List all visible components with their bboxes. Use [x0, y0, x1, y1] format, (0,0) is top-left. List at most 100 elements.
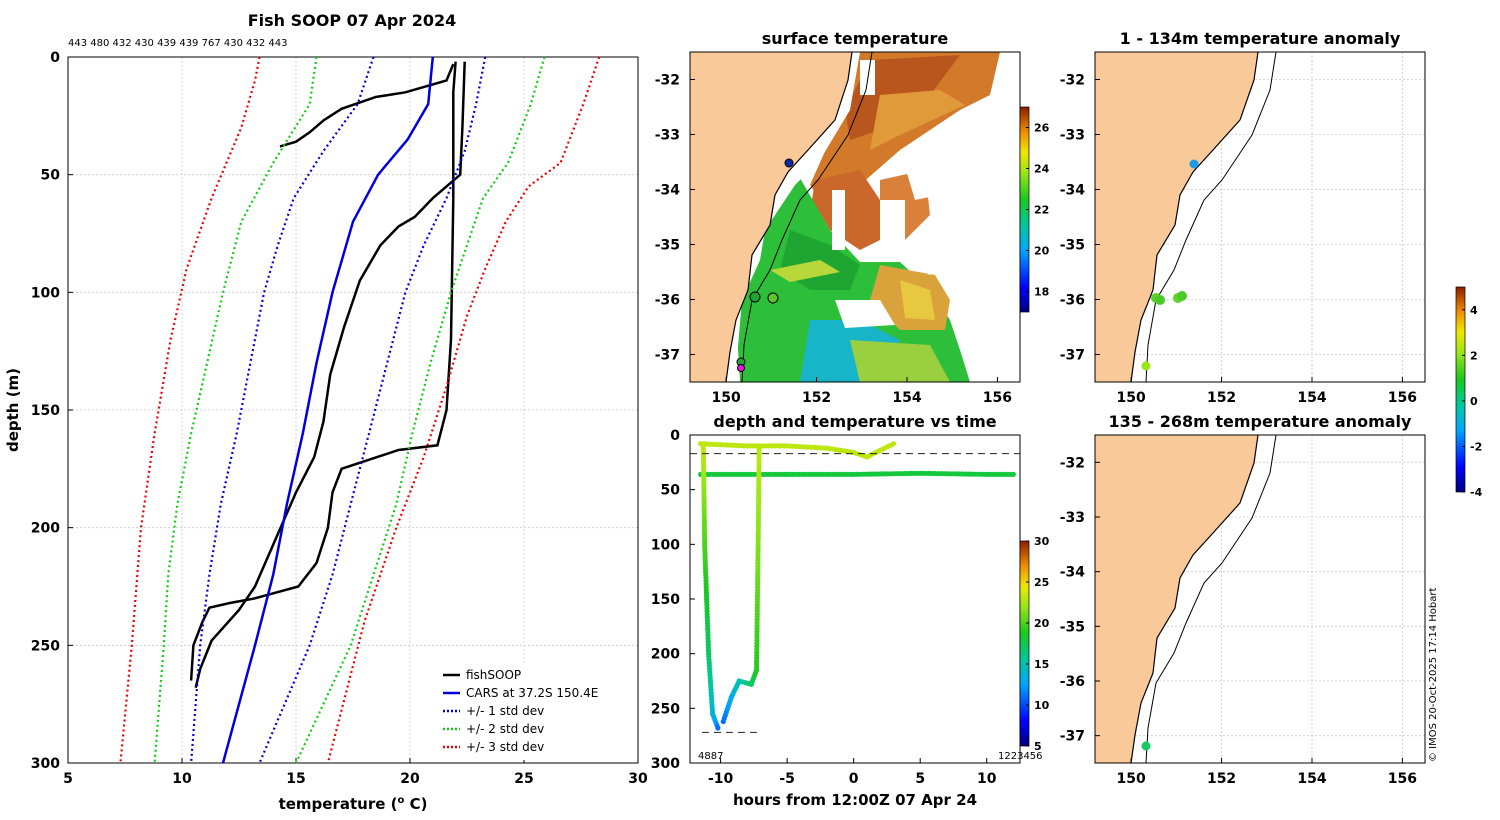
profile-series-2: [279, 63, 455, 148]
anomaly-top-x-tick-1: 152: [1207, 390, 1236, 406]
profile-x-tick-2: 15: [286, 771, 305, 787]
profile-x-tick-3: 20: [400, 771, 420, 787]
anomaly-bottom-point-1: [1141, 741, 1151, 751]
anomaly-bottom-ticks: 150 152 154 156 -32 -33 -34 -35 -36 -37: [1060, 455, 1417, 787]
time-mark-3-6-40: [756, 443, 762, 449]
time-title: depth and temperature vs time: [713, 412, 996, 431]
profile-y-tick-1: 50: [41, 168, 61, 184]
sst-y-tick-3: -35: [655, 238, 680, 254]
anomaly-top-title: 1 - 134m temperature anomaly: [1120, 29, 1401, 48]
sst-y-tick-5: -37: [655, 348, 680, 364]
anomaly-top-x-tick-2: 154: [1297, 390, 1326, 406]
anomaly-top-frame: [1094, 51, 1426, 383]
profile-x-tick-5: 30: [628, 771, 648, 787]
profile-x-tick-0: 5: [63, 771, 73, 787]
profile-legend: fishSOOP CARS at 37.2S 150.4E +/- 1 std …: [437, 664, 637, 760]
anomaly-colorbar-tick-1: 2: [1470, 349, 1478, 362]
sst-y-tick-1: -33: [655, 128, 680, 144]
sst-obs-point-5: [737, 364, 745, 372]
legend-label-2std: +/- 2 std dev: [466, 722, 544, 736]
sst-obs-point-2: [749, 291, 761, 303]
anomaly-top-point-6: [1141, 361, 1151, 371]
sst-map: [690, 52, 1020, 382]
anomaly-top-x-tick-3: 156: [1388, 390, 1417, 406]
time-colorbar-tick-4: 10: [1034, 699, 1050, 712]
anomaly-top-ticks: 150 152 154 156 -32 -33 -34 -35 -36 -37: [1060, 73, 1417, 407]
sst-y-tick-0: -32: [655, 73, 680, 89]
time-y-tick-3: 150: [651, 592, 680, 608]
time-x-tick-3: 5: [915, 771, 925, 787]
anomaly-bottom-y-tick-0: -32: [1060, 455, 1085, 471]
profile-x-tick-1: 10: [172, 771, 192, 787]
profile-series-6-upper: [326, 56, 601, 764]
anomaly-colorbar-ticks: 4 2 0 -2 -4: [1462, 304, 1483, 499]
anomaly-top-point-5: [1177, 291, 1187, 301]
sst-x-tick-2: 154: [892, 390, 921, 406]
time-x-tick-0: -10: [708, 771, 734, 787]
time-x-label: hours from 12:00Z 07 Apr 24: [733, 791, 977, 809]
sst-x-tick-3: 156: [983, 390, 1012, 406]
anomaly-top-y-tick-5: -37: [1060, 348, 1085, 364]
profile-title: Fish SOOP 07 Apr 2024: [248, 11, 457, 30]
anomaly-colorbar-tick-2: 0: [1470, 395, 1478, 408]
credit-text: © IMOS 20-Oct-2025 17:14 Hobart: [1428, 587, 1439, 762]
anomaly-bottom-y-tick-4: -36: [1060, 674, 1085, 690]
profile-x-label: temperature (o C): [279, 795, 428, 813]
profile-y-ticks: 0 50 100 150 200 250 300: [31, 50, 73, 772]
time-x-tick-2: 0: [849, 771, 859, 787]
anomaly-bottom-frame: [1094, 434, 1426, 764]
anomaly-top-point-3: [1155, 295, 1165, 305]
time-y-tick-0: 0: [670, 428, 680, 444]
sst-colorbar-tick-3: 20: [1034, 245, 1050, 258]
anomaly-colorbar: [1455, 286, 1466, 493]
anomaly-bottom-x-tick-2: 154: [1297, 771, 1326, 787]
profile-panel: Fish SOOP 07 Apr 2024 443 480 432 430 43…: [4, 11, 648, 813]
anomaly-bottom-x-tick-3: 156: [1388, 771, 1417, 787]
time-colorbar-tick-2: 20: [1034, 617, 1050, 630]
anomaly-bottom-y-tick-3: -35: [1060, 619, 1085, 635]
time-mark-0-7-5: [891, 441, 897, 447]
profile-y-tick-3: 150: [31, 403, 60, 419]
time-panel: depth and temperature vs time -10 -5 0 5 100…: [651, 412, 1050, 809]
sst-obs-point-1: [784, 158, 794, 168]
anomaly-colorbar-tick-0: 4: [1470, 304, 1478, 317]
anomaly-top-y-tick-3: -35: [1060, 238, 1085, 254]
time-y-tick-4: 200: [651, 647, 680, 663]
sst-colorbar-tick-2: 22: [1034, 204, 1049, 217]
profile-series-5-upper: [295, 56, 546, 764]
anomaly-bottom-y-tick-1: -33: [1060, 510, 1085, 526]
sst-title: surface temperature: [762, 29, 949, 48]
profile-series-0: [189, 61, 457, 681]
time-colorbar-ticks: 30 25 20 15 10 5: [1026, 535, 1050, 753]
sst-y-tick-2: -34: [655, 183, 681, 199]
legend-label-cars: CARS at 37.2S 150.4E: [466, 686, 598, 700]
anomaly-colorbar-group: 4 2 0 -2 -4: [1455, 286, 1483, 499]
time-colorbar-tick-0: 30: [1034, 535, 1050, 548]
anomaly-colorbar-tick-3: -2: [1470, 440, 1482, 453]
legend-label-1std: +/- 1 std dev: [466, 704, 544, 718]
time-mark-1-5-9: [1010, 471, 1016, 477]
sst-colorbar-tick-4: 18: [1034, 286, 1049, 299]
anomaly-bottom-x-tick-1: 152: [1207, 771, 1236, 787]
time-colorbar: [1019, 540, 1030, 747]
anomaly-bottom-x-tick-0: 150: [1117, 771, 1146, 787]
profile-x-ticks: 5 10 15 20 25 30: [63, 758, 648, 787]
time-frame: [689, 434, 1021, 764]
anomaly-top-y-tick-1: -33: [1060, 128, 1085, 144]
anomaly-bottom-title: 135 - 268m temperature anomaly: [1109, 412, 1412, 431]
sst-ticks: 150 152 154 156 -32 -33 -34 -35 -36 -37: [655, 73, 1012, 407]
sst-x-tick-1: 152: [802, 390, 831, 406]
profile-grid: [68, 57, 638, 763]
profile-y-label: depth (m): [4, 368, 22, 452]
profile-x-tick-4: 25: [514, 771, 533, 787]
time-y-tick-1: 50: [661, 483, 681, 499]
profile-y-tick-6: 300: [31, 756, 60, 772]
anomaly-top-y-tick-2: -34: [1060, 183, 1086, 199]
anomaly-top-y-tick-4: -36: [1060, 293, 1085, 309]
anomaly-colorbar-tick-4: -4: [1470, 486, 1483, 499]
sst-colorbar-ticks: 26 24 22 20 18: [1026, 122, 1050, 299]
time-colorbar-tick-5: 5: [1034, 740, 1042, 753]
profile-y-tick-2: 100: [31, 285, 60, 301]
profile-series-6-lower: [119, 56, 261, 764]
